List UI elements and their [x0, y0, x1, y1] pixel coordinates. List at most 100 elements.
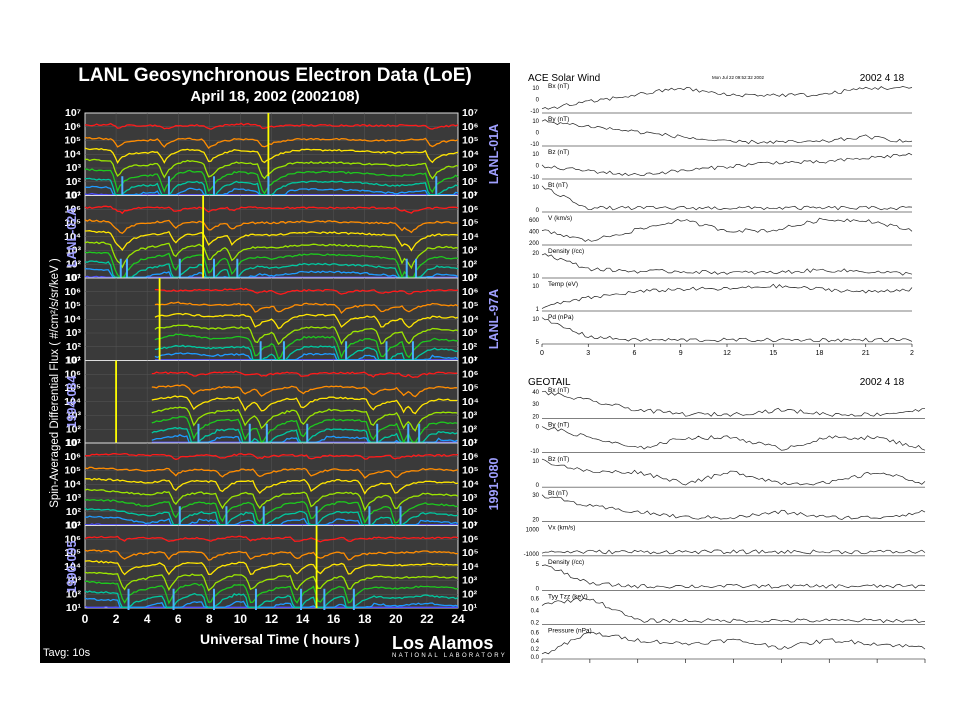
y-tick-label: 10: [532, 274, 539, 280]
subplot: Bt (nT) 30 20: [532, 490, 926, 524]
y-tick-label: 10: [532, 185, 539, 191]
geotail-plot: GEOTAIL 2002 4 18 Bx (nT) 40 30 20 By (nT) 0 -10…: [524, 377, 926, 663]
y-tick-label: 10⁶: [64, 451, 81, 463]
y-tick-label: 10⁵: [462, 135, 479, 147]
y-tick-label: 10: [532, 459, 539, 465]
flux-channel-line: [84, 158, 459, 180]
y-tick-label: 10³: [66, 492, 82, 504]
y-tick-label: -1000: [524, 552, 540, 558]
subplot: Bz (nT) 10 0 -10: [530, 149, 913, 181]
flux-channel-line: [84, 275, 458, 278]
subplot-label: Density (/cc): [548, 559, 584, 566]
y-tick-label: 10⁶: [64, 368, 81, 380]
flux-channel-line: [84, 452, 459, 461]
flux-channel-line: [154, 324, 459, 346]
panel-date: 2002 4 18: [860, 73, 905, 84]
subplot: Density (/cc) 20 10: [532, 248, 913, 280]
y-tick-label: 0.6: [531, 596, 540, 602]
los-alamos-logo-sub: NATIONAL LABORATORY: [392, 653, 508, 659]
y-tick-label: 10³: [66, 410, 82, 422]
y-tick-label: 400: [529, 230, 540, 236]
ace-solar-wind-panel: ACE Solar Wind 2002 4 18 Mon Jul 22 09:52:…: [512, 72, 927, 358]
y-tick-label: 10⁴: [462, 313, 479, 325]
x-tick-label: 21: [862, 350, 870, 357]
flux-channel-line: [154, 344, 459, 361]
series-line: [541, 283, 913, 309]
y-tick-label: 10¹: [66, 602, 82, 614]
y-tick-label: 10³: [66, 575, 82, 587]
y-tick-label: 10¹: [462, 355, 478, 367]
y-tick-label: 10⁵: [64, 382, 81, 394]
y-tick-label: 10¹: [66, 437, 82, 449]
flux-channel-line: [151, 395, 458, 415]
series-line: [541, 597, 926, 624]
y-tick-label: 10⁴: [64, 231, 81, 243]
series-line: [541, 631, 926, 655]
flux-channel-line: [84, 535, 459, 543]
x-tick-label: 9: [679, 350, 683, 357]
subplot: Tyy Tzz (keV) 0.6 0.4 0.2: [531, 593, 926, 627]
y-tick-label: 10²: [462, 423, 478, 435]
y-tick-label: 10⁴: [462, 231, 479, 243]
y-tick-label: 10³: [462, 245, 478, 257]
y-tick-label: 10¹: [66, 190, 82, 202]
y-tick-label: 10⁴: [64, 478, 81, 490]
subplot-label: Density (/cc): [548, 248, 584, 255]
y-tick-label: 20: [532, 414, 539, 420]
y-tick-label: 10: [532, 86, 539, 92]
lanl-chart-title: LANL Geosynchronous Electron Data (LoE): [78, 65, 472, 86]
y-tick-label: 10⁷: [462, 190, 478, 202]
x-tick-label: 4: [144, 612, 151, 626]
x-tick-label: 20: [389, 612, 403, 626]
subplot: V (km/s) 600 400 200: [529, 215, 913, 247]
y-tick-label: 10²: [462, 588, 478, 600]
y-tick-label: 10⁶: [64, 203, 81, 215]
x-tick-label: 12: [723, 350, 731, 357]
y-tick-label: 0: [536, 483, 540, 489]
y-tick-label: 10⁴: [462, 396, 479, 408]
x-tick-label: 0: [82, 612, 89, 626]
x-tick-label: 2: [113, 612, 120, 626]
series-line: [541, 119, 913, 145]
satellite-label: 1994-084: [61, 365, 83, 439]
y-tick-label: 0.4: [531, 608, 540, 614]
y-tick-label: 10²: [66, 176, 82, 188]
flux-channel-line: [151, 370, 458, 379]
flux-channel-line: [84, 122, 459, 130]
x-tick-label: 8: [206, 612, 213, 626]
series-line: [541, 564, 926, 589]
satellite-label: LANL-02A: [61, 200, 83, 274]
flux-channel-line: [151, 384, 458, 398]
panel-title: GEOTAIL: [528, 377, 571, 388]
y-tick-label: 10³: [462, 410, 478, 422]
subplot-label: Bt (nT): [548, 182, 568, 189]
subplot-label: Temp (eV): [548, 281, 578, 288]
flux-channel-line: [84, 590, 459, 608]
series-line: [541, 549, 926, 555]
y-tick-label: 1: [536, 307, 540, 313]
y-tick-label: 10: [532, 317, 539, 323]
subplot: Bz (nT) 10 0: [532, 456, 926, 489]
flux-channel-line: [151, 406, 458, 432]
y-tick-label: 10⁶: [64, 286, 81, 298]
x-tick-label: 6: [175, 612, 182, 626]
series-line: [541, 86, 913, 110]
y-tick-label: 0: [536, 98, 540, 104]
flux-channel-line: [84, 218, 459, 234]
y-tick-label: 10²: [462, 258, 478, 270]
y-tick-label: -10: [530, 109, 539, 115]
y-tick-label: 0.2: [531, 621, 540, 627]
y-tick-label: 10⁷: [462, 272, 478, 284]
y-tick-label: 10⁷: [65, 520, 81, 532]
y-tick-label: 0.4: [531, 639, 540, 645]
flux-channel-line: [84, 260, 459, 278]
y-tick-label: 10⁷: [65, 190, 81, 202]
y-tick-label: 0: [536, 208, 540, 214]
geotail-panel: GEOTAIL 2002 4 18 Bx (nT) 40 30 20 By (nT) 0 -10…: [512, 374, 927, 684]
flux-channel-line: [151, 416, 458, 444]
y-tick-label: 10⁴: [462, 561, 479, 573]
y-tick-label: 10⁶: [462, 533, 479, 545]
flux-channel-line: [84, 498, 459, 524]
satellite-label: LANL-97A: [483, 282, 505, 356]
